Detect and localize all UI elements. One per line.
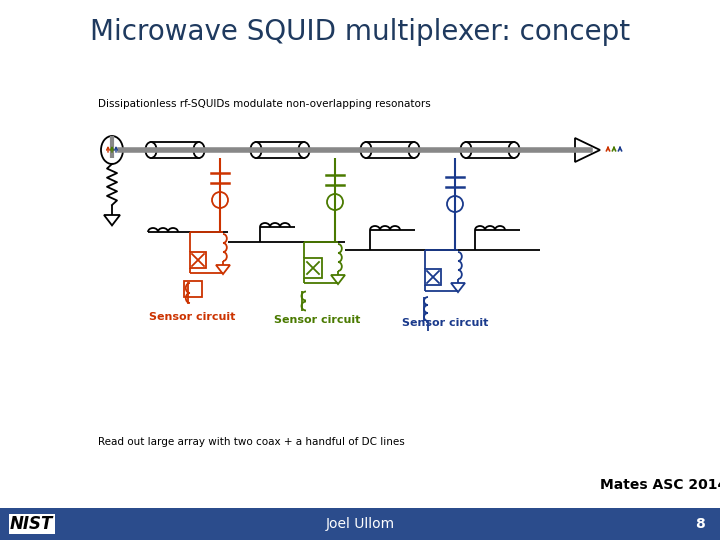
Text: Mates ASC 2014: Mates ASC 2014 bbox=[600, 478, 720, 492]
Text: Read out large array with two coax + a handful of DC lines: Read out large array with two coax + a h… bbox=[98, 437, 405, 447]
Bar bbox=[366, 142, 414, 158]
Ellipse shape bbox=[327, 194, 343, 210]
Text: Joel Ullom: Joel Ullom bbox=[325, 517, 395, 531]
Ellipse shape bbox=[194, 142, 204, 158]
Bar bbox=[190, 252, 206, 268]
Text: Sensor circuit: Sensor circuit bbox=[149, 312, 235, 322]
Bar bbox=[304, 258, 322, 278]
Ellipse shape bbox=[508, 142, 520, 158]
Text: Sensor circuit: Sensor circuit bbox=[274, 315, 360, 325]
Ellipse shape bbox=[447, 196, 463, 212]
Text: NIST: NIST bbox=[10, 515, 53, 533]
Ellipse shape bbox=[361, 142, 372, 158]
Bar bbox=[256, 142, 304, 158]
Ellipse shape bbox=[460, 142, 472, 158]
Bar bbox=[0, 508, 720, 540]
Bar bbox=[151, 142, 199, 158]
Ellipse shape bbox=[145, 142, 157, 158]
Ellipse shape bbox=[212, 192, 228, 208]
Ellipse shape bbox=[251, 142, 261, 158]
Ellipse shape bbox=[101, 136, 123, 164]
Bar bbox=[425, 269, 441, 285]
Ellipse shape bbox=[298, 142, 310, 158]
Text: 8: 8 bbox=[695, 517, 705, 531]
Bar bbox=[184, 281, 202, 297]
Text: Sensor circuit: Sensor circuit bbox=[402, 318, 488, 328]
Bar bbox=[466, 142, 514, 158]
Ellipse shape bbox=[408, 142, 420, 158]
Text: Dissipationless rf-SQUIDs modulate non-overlapping resonators: Dissipationless rf-SQUIDs modulate non-o… bbox=[98, 99, 431, 109]
Text: Microwave SQUID multiplexer: concept: Microwave SQUID multiplexer: concept bbox=[90, 18, 630, 46]
